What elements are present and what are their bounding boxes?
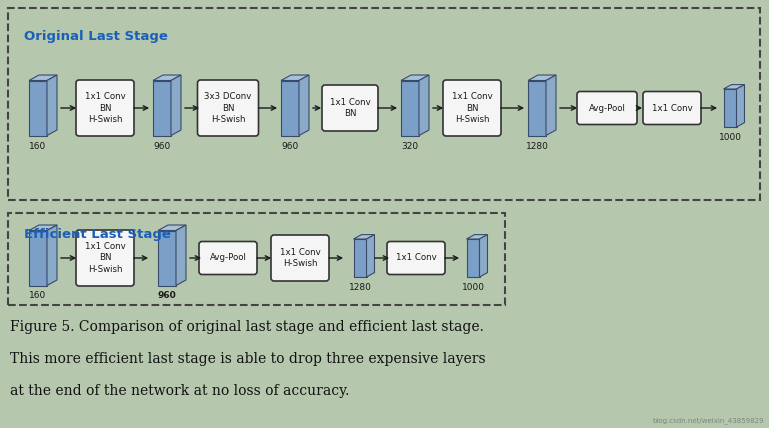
Text: 960: 960	[281, 142, 298, 151]
Polygon shape	[153, 80, 171, 136]
Polygon shape	[467, 235, 488, 239]
Text: 160: 160	[29, 142, 47, 151]
FancyBboxPatch shape	[387, 241, 445, 274]
FancyBboxPatch shape	[76, 80, 134, 136]
FancyBboxPatch shape	[322, 85, 378, 131]
Polygon shape	[367, 235, 375, 277]
Text: at the end of the network at no loss of accuracy.: at the end of the network at no loss of …	[10, 384, 349, 398]
Polygon shape	[176, 225, 186, 285]
FancyBboxPatch shape	[577, 92, 637, 125]
Polygon shape	[467, 239, 480, 277]
Polygon shape	[158, 225, 186, 231]
Text: 1280: 1280	[525, 142, 548, 151]
Text: 1000: 1000	[461, 283, 484, 292]
Polygon shape	[724, 89, 737, 127]
Text: 960: 960	[153, 142, 171, 151]
Text: Avg-Pool: Avg-Pool	[210, 253, 246, 262]
Text: 320: 320	[401, 142, 418, 151]
Polygon shape	[47, 225, 57, 285]
Text: 3x3 DConv
BN
H-Swish: 3x3 DConv BN H-Swish	[205, 92, 251, 124]
Polygon shape	[29, 80, 47, 136]
FancyBboxPatch shape	[271, 235, 329, 281]
Polygon shape	[47, 75, 57, 136]
Text: 1x1 Conv
BN
H-Swish: 1x1 Conv BN H-Swish	[85, 92, 125, 124]
FancyBboxPatch shape	[76, 230, 134, 286]
Text: 1000: 1000	[718, 133, 741, 142]
Polygon shape	[737, 85, 744, 127]
Text: Original Last Stage: Original Last Stage	[24, 30, 168, 43]
Polygon shape	[171, 75, 181, 136]
Polygon shape	[528, 80, 546, 136]
Polygon shape	[29, 231, 47, 285]
Polygon shape	[158, 231, 176, 285]
Text: 1x1 Conv
BN
H-Swish: 1x1 Conv BN H-Swish	[85, 242, 125, 274]
Text: Efficient Last Stage: Efficient Last Stage	[24, 228, 171, 241]
Polygon shape	[419, 75, 429, 136]
Polygon shape	[401, 75, 429, 80]
Polygon shape	[724, 85, 744, 89]
Polygon shape	[528, 75, 556, 80]
FancyBboxPatch shape	[443, 80, 501, 136]
Text: 1x1 Conv: 1x1 Conv	[395, 253, 436, 262]
Text: Figure 5. Comparison of original last stage and efficient last stage.: Figure 5. Comparison of original last st…	[10, 320, 484, 334]
Text: 1x1 Conv
BN
H-Swish: 1x1 Conv BN H-Swish	[451, 92, 492, 124]
Text: This more efficient last stage is able to drop three expensive layers: This more efficient last stage is able t…	[10, 352, 486, 366]
Text: 160: 160	[29, 291, 47, 300]
Polygon shape	[480, 235, 488, 277]
Polygon shape	[401, 80, 419, 136]
Text: Avg-Pool: Avg-Pool	[588, 104, 625, 113]
Polygon shape	[29, 75, 57, 80]
Polygon shape	[354, 235, 375, 239]
FancyBboxPatch shape	[199, 241, 257, 274]
Text: blog.csdn.net/weixin_43859829: blog.csdn.net/weixin_43859829	[653, 417, 764, 424]
FancyBboxPatch shape	[643, 92, 701, 125]
Polygon shape	[281, 80, 299, 136]
FancyBboxPatch shape	[198, 80, 258, 136]
Text: 1x1 Conv
H-Swish: 1x1 Conv H-Swish	[280, 248, 321, 268]
Polygon shape	[299, 75, 309, 136]
Text: 960: 960	[158, 291, 176, 300]
Polygon shape	[354, 239, 367, 277]
Text: 1x1 Conv
BN: 1x1 Conv BN	[330, 98, 371, 118]
Polygon shape	[153, 75, 181, 80]
Polygon shape	[29, 225, 57, 231]
Text: 1280: 1280	[348, 283, 371, 292]
Polygon shape	[546, 75, 556, 136]
Text: 1x1 Conv: 1x1 Conv	[651, 104, 692, 113]
Polygon shape	[281, 75, 309, 80]
